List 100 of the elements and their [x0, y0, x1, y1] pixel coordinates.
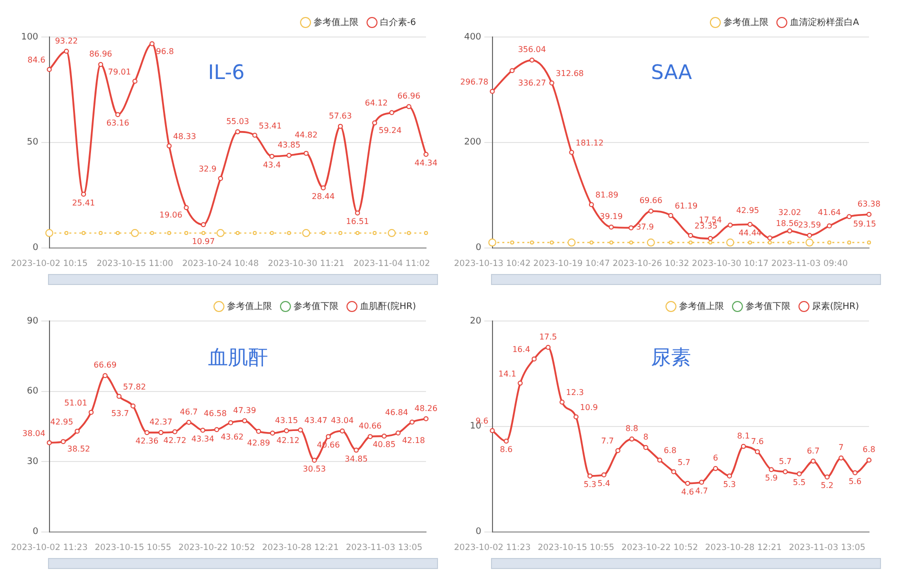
point — [186, 420, 192, 425]
point — [589, 240, 594, 245]
point — [628, 225, 634, 230]
data-label: 43.62 — [220, 432, 244, 442]
point — [726, 473, 732, 478]
data-label: 5.3 — [723, 480, 736, 490]
data-label: 32.9 — [198, 164, 217, 174]
data-label: 81.89 — [595, 190, 618, 200]
data-label: 5.3 — [584, 480, 596, 490]
data-label: 48.26 — [414, 404, 438, 413]
x-tick-label: 2023-10-19 10:47 — [533, 259, 610, 270]
data-label: 4.7 — [695, 486, 708, 496]
data-label: 8.1 — [737, 432, 750, 441]
point — [298, 427, 303, 432]
legend-label: 尿素(院HR) — [812, 300, 860, 312]
data-label: 42.36 — [136, 436, 158, 446]
point — [768, 240, 772, 245]
data-label: 5.4 — [598, 478, 610, 488]
data-label: 42.95 — [50, 417, 74, 426]
data-label: 42.72 — [163, 436, 186, 445]
y-tick-label: 20 — [470, 316, 482, 326]
y-tick-label: 100 — [21, 32, 39, 42]
point — [847, 240, 852, 245]
point — [609, 240, 614, 245]
point — [130, 404, 136, 409]
data-label: 42.89 — [247, 438, 270, 448]
point — [708, 240, 712, 245]
y-tick-label: 10 — [470, 422, 482, 432]
data-label: 59.15 — [853, 220, 876, 229]
data-label: 16.51 — [346, 217, 369, 226]
point — [668, 240, 673, 245]
point — [150, 231, 154, 236]
point — [269, 154, 274, 159]
data-label: 43.04 — [330, 416, 354, 426]
data-label: 6.7 — [806, 446, 820, 456]
data-label: 59.24 — [378, 126, 402, 135]
data-label: 23.59 — [798, 220, 821, 230]
data-label: 181.12 — [576, 138, 604, 148]
data-label: 34.85 — [344, 454, 368, 464]
data-label: 63.16 — [106, 118, 130, 128]
point — [671, 469, 676, 474]
data-label: 16.4 — [512, 345, 530, 354]
point — [252, 132, 258, 138]
point — [510, 240, 514, 245]
data-label: 53.41 — [258, 121, 282, 130]
point — [102, 373, 108, 378]
data-label: 93.22 — [54, 36, 78, 46]
y-tick-label: 30 — [26, 456, 39, 467]
point — [201, 231, 206, 236]
point — [788, 240, 792, 245]
point — [368, 434, 373, 440]
point — [396, 430, 401, 436]
point — [587, 473, 592, 478]
legend-label: 参考值下限 — [745, 300, 790, 312]
point — [200, 222, 206, 228]
data-label: 8.6 — [500, 445, 513, 454]
point — [82, 231, 86, 236]
point — [601, 472, 606, 478]
point — [150, 41, 155, 46]
data-label: 69.66 — [639, 196, 662, 206]
point — [530, 240, 534, 245]
data-label: 38.52 — [67, 444, 90, 454]
point — [88, 410, 94, 415]
point — [549, 80, 554, 86]
point — [242, 418, 248, 424]
point — [167, 231, 172, 236]
x-tick-label: 2023-10-15 10:55 — [538, 543, 614, 554]
data-label: 86.96 — [89, 50, 112, 59]
data-label: 7.6 — [751, 436, 764, 446]
data-label: 42.18 — [402, 436, 425, 446]
data-label: 4.6 — [681, 487, 694, 496]
point — [235, 129, 240, 134]
point — [214, 427, 220, 432]
point — [355, 210, 360, 216]
point — [304, 150, 309, 156]
point — [685, 480, 690, 486]
x-tick-label: 2023-10-15 10:55 — [94, 543, 172, 554]
data-label: 66.96 — [397, 92, 420, 101]
point — [184, 205, 189, 210]
point — [338, 124, 343, 129]
point — [354, 448, 359, 453]
data-label: 51.01 — [64, 398, 88, 408]
point — [46, 66, 52, 72]
data-label: 296.78 — [460, 77, 488, 86]
point — [550, 240, 554, 245]
point — [827, 240, 832, 245]
data-label: 57.63 — [328, 111, 352, 120]
legend-label: 参考值上限 — [723, 16, 768, 28]
point — [767, 236, 772, 241]
data-label: 5.7 — [778, 456, 792, 466]
data-label: 44.82 — [294, 130, 318, 140]
point — [490, 88, 495, 94]
data-label: 7 — [838, 443, 844, 452]
point — [321, 231, 326, 236]
point — [838, 456, 844, 461]
y-tick-label: 0 — [476, 527, 482, 538]
x-tick-label: 2023-10-15 11:00 — [96, 259, 174, 270]
legend-label: 血肌酐(院HR) — [360, 300, 416, 312]
point — [588, 202, 594, 208]
data-label: 79.01 — [108, 67, 131, 76]
